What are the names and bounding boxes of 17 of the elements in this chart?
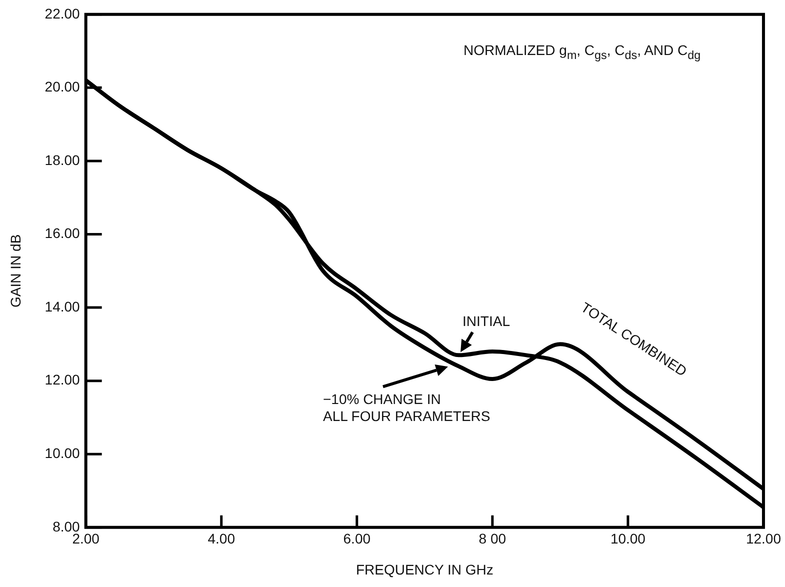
y-tick-label: 14.00 bbox=[44, 298, 80, 314]
y-tick-label: 16.00 bbox=[44, 225, 80, 242]
x-tick-label: 10.00 bbox=[610, 530, 646, 547]
y-tick-label: 20.00 bbox=[44, 78, 80, 95]
x-tick-label: 6.00 bbox=[343, 530, 371, 547]
y-tick-label: 22.00 bbox=[44, 5, 80, 22]
annotation: NORMALIZED g$_{m}$, C$_{gs}$, C$_{ds}$, AND C$_{dg}$ bbox=[463, 42, 701, 64]
x-tick-label: 4.00 bbox=[208, 530, 236, 547]
y-tick-label: 18.00 bbox=[44, 152, 80, 168]
y-axis-title: GAIN IN dB bbox=[7, 234, 24, 308]
y-tick-label: 10.00 bbox=[44, 444, 80, 461]
annotation: −10% CHANGE IN ALL FOUR PARAMETERS bbox=[322, 390, 490, 425]
x-tick-label: 8 00 bbox=[478, 530, 506, 547]
annotation: INITIAL bbox=[462, 313, 510, 330]
x-axis-title: FREQUENCY IN GHz bbox=[356, 561, 494, 578]
x-tick-label: 12.00 bbox=[746, 530, 782, 547]
y-tick-label: 12.00 bbox=[44, 372, 80, 388]
